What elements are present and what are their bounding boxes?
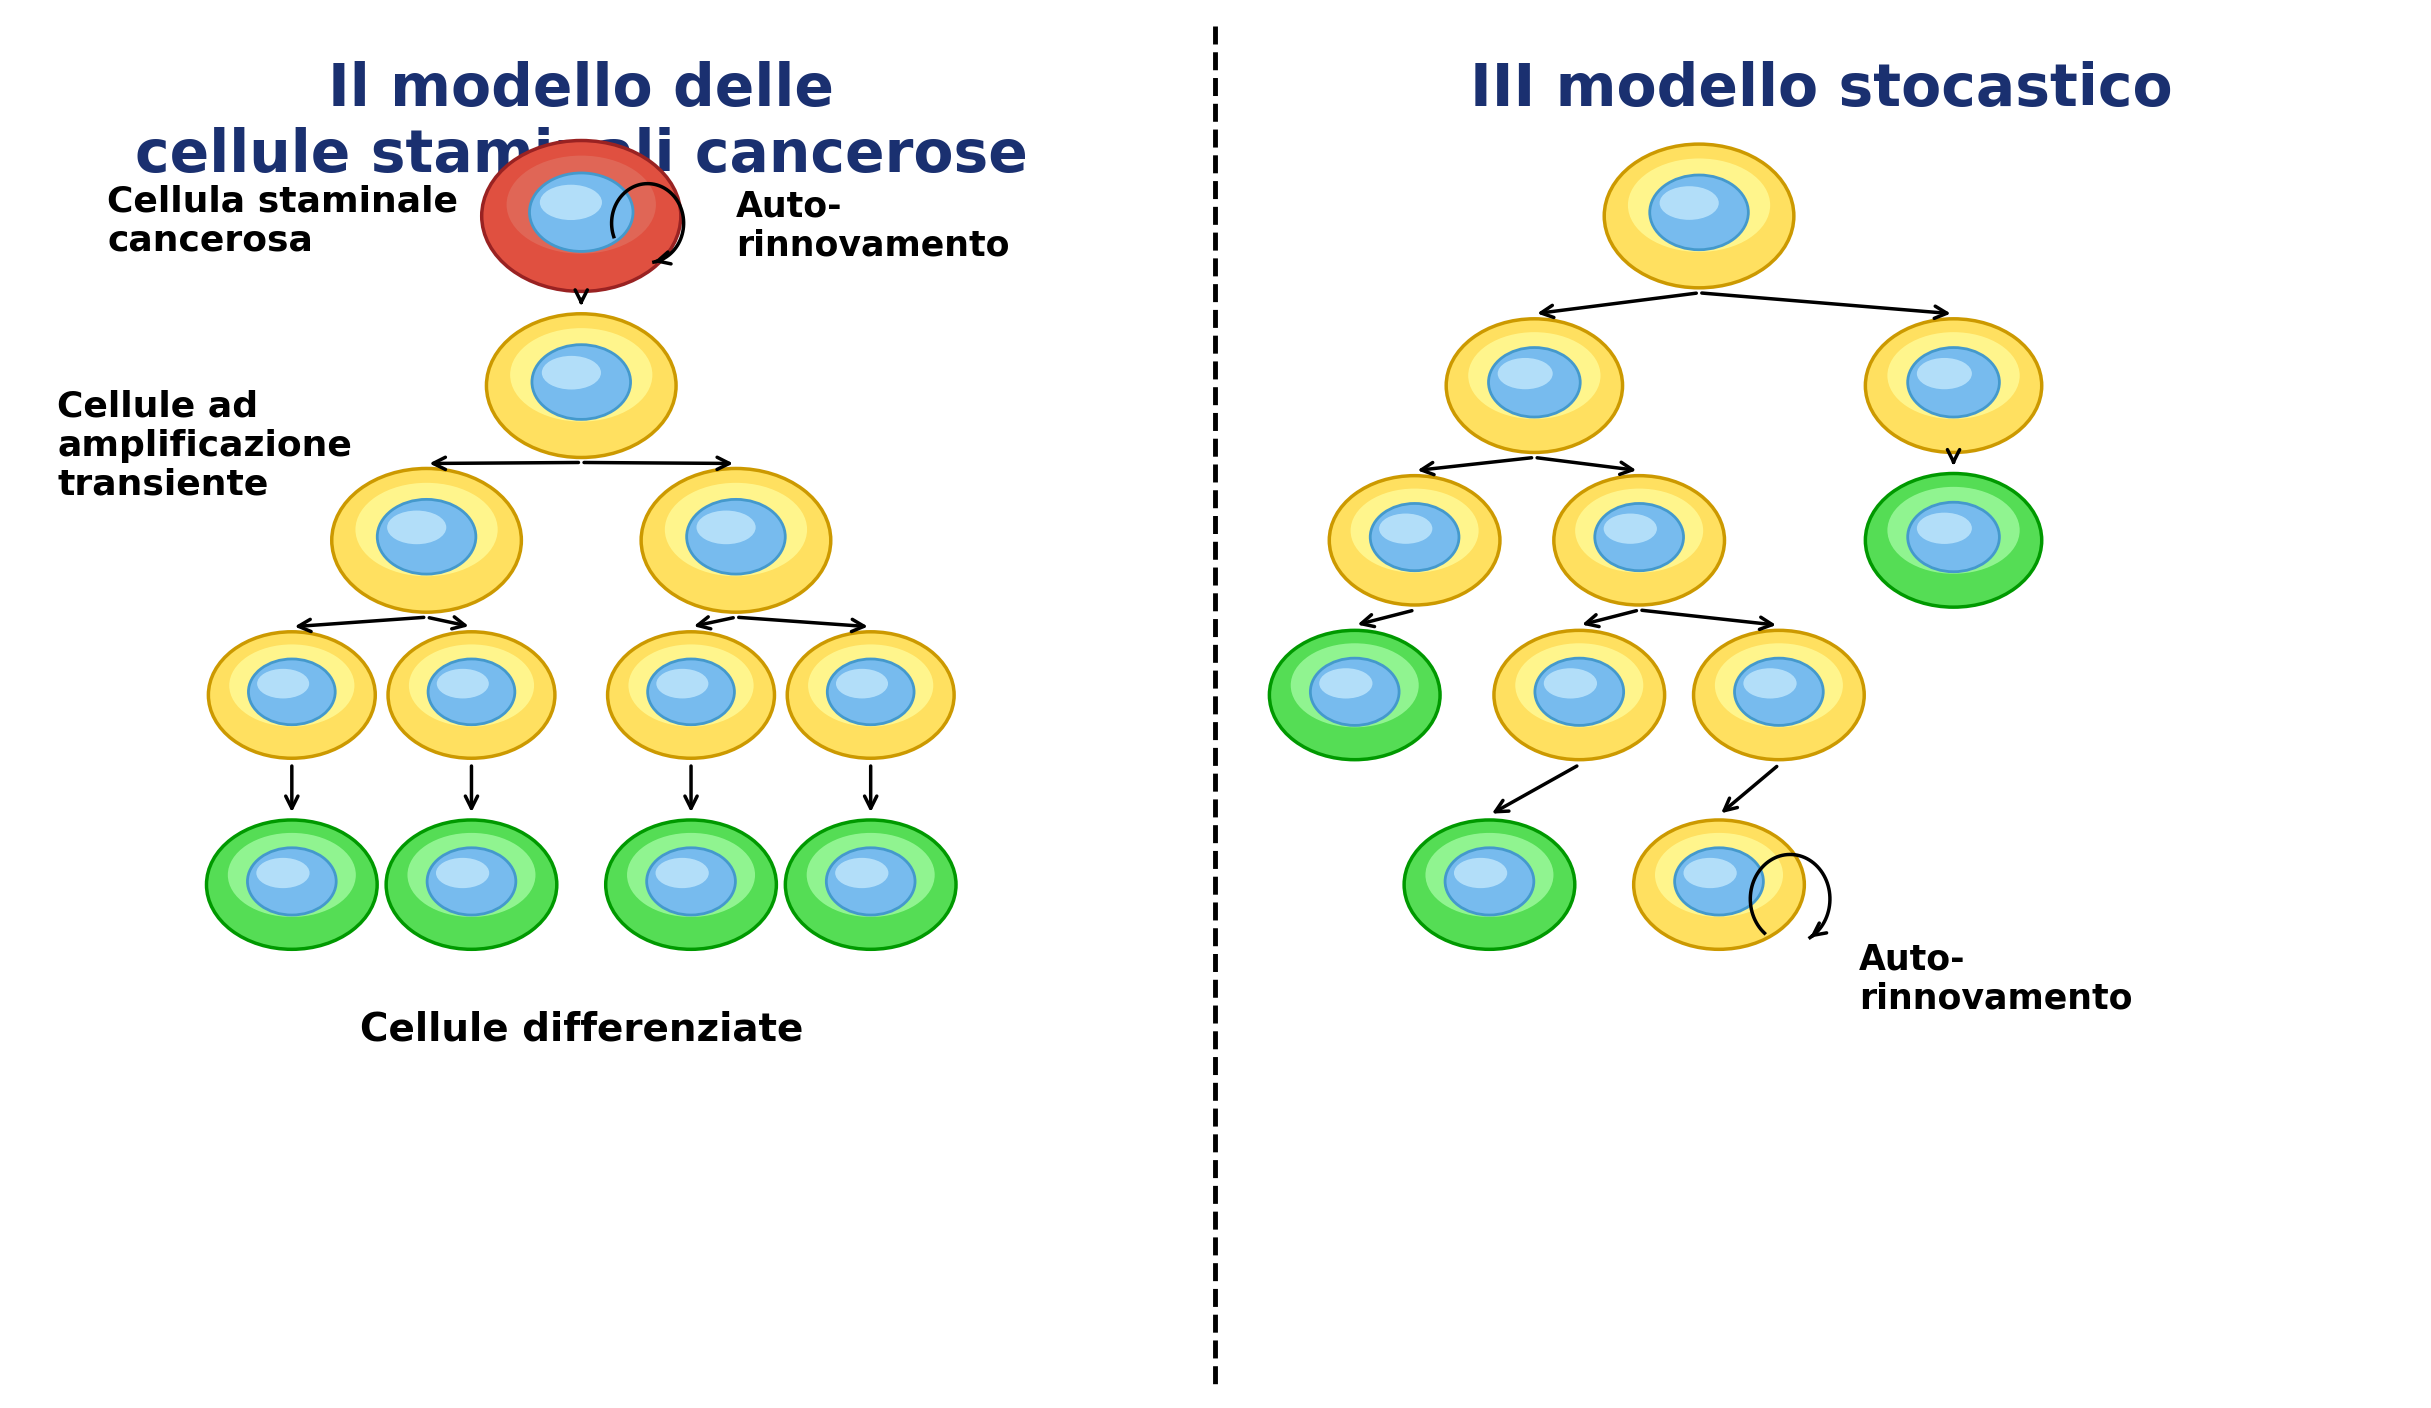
Ellipse shape	[530, 173, 632, 252]
Ellipse shape	[1595, 504, 1685, 570]
Ellipse shape	[1553, 476, 1724, 605]
Ellipse shape	[229, 645, 355, 727]
Ellipse shape	[481, 141, 681, 291]
Ellipse shape	[1497, 358, 1553, 389]
Ellipse shape	[1918, 513, 1972, 543]
Ellipse shape	[1468, 332, 1600, 420]
Ellipse shape	[1865, 473, 2042, 607]
Ellipse shape	[1634, 819, 1804, 949]
Ellipse shape	[540, 184, 603, 220]
Ellipse shape	[1886, 332, 2020, 420]
Ellipse shape	[1330, 476, 1500, 605]
Ellipse shape	[656, 669, 707, 698]
Ellipse shape	[1405, 819, 1575, 949]
Text: Cellule ad
amplificazione
transiente: Cellule ad amplificazione transiente	[58, 389, 352, 501]
Ellipse shape	[664, 483, 807, 576]
Ellipse shape	[255, 857, 309, 888]
Ellipse shape	[1515, 643, 1643, 728]
Ellipse shape	[1685, 857, 1736, 888]
Ellipse shape	[807, 645, 934, 727]
Ellipse shape	[827, 848, 914, 915]
Ellipse shape	[506, 156, 656, 253]
Ellipse shape	[1352, 489, 1478, 573]
Ellipse shape	[355, 483, 498, 576]
Ellipse shape	[532, 345, 630, 420]
Ellipse shape	[1733, 658, 1823, 725]
Ellipse shape	[1660, 186, 1719, 220]
Ellipse shape	[248, 659, 335, 725]
Ellipse shape	[1629, 159, 1770, 252]
Ellipse shape	[248, 848, 335, 915]
Ellipse shape	[1908, 348, 1998, 417]
Ellipse shape	[428, 848, 515, 915]
Ellipse shape	[1310, 658, 1400, 725]
Ellipse shape	[511, 328, 652, 421]
Ellipse shape	[1269, 631, 1439, 760]
Ellipse shape	[1918, 358, 1972, 389]
Ellipse shape	[438, 669, 489, 698]
Ellipse shape	[1714, 643, 1843, 728]
Ellipse shape	[1291, 643, 1420, 728]
Text: Auto-
rinnovamento: Auto- rinnovamento	[737, 189, 1009, 263]
Ellipse shape	[788, 632, 953, 759]
Text: Auto-
rinnovamento: Auto- rinnovamento	[1860, 942, 2132, 1017]
Ellipse shape	[1656, 834, 1782, 917]
Ellipse shape	[656, 857, 710, 888]
Ellipse shape	[1604, 144, 1794, 287]
Ellipse shape	[207, 819, 377, 949]
Ellipse shape	[647, 848, 737, 915]
Ellipse shape	[408, 834, 535, 917]
Ellipse shape	[1446, 318, 1621, 452]
Ellipse shape	[1454, 857, 1507, 888]
Ellipse shape	[1378, 514, 1432, 543]
Ellipse shape	[608, 632, 775, 759]
Ellipse shape	[428, 659, 515, 725]
Ellipse shape	[1865, 318, 2042, 452]
Ellipse shape	[642, 469, 831, 612]
Ellipse shape	[435, 857, 489, 888]
Ellipse shape	[1908, 503, 1998, 572]
Ellipse shape	[1371, 504, 1459, 570]
Ellipse shape	[229, 834, 355, 917]
Ellipse shape	[258, 669, 309, 698]
Ellipse shape	[387, 511, 447, 545]
Text: Cellula staminale
cancerosa: Cellula staminale cancerosa	[107, 184, 457, 258]
Ellipse shape	[627, 834, 756, 917]
Ellipse shape	[686, 500, 785, 574]
Text: Il modello delle
cellule staminali cancerose: Il modello delle cellule staminali cance…	[134, 62, 1028, 184]
Ellipse shape	[209, 632, 374, 759]
Ellipse shape	[647, 659, 734, 725]
Ellipse shape	[387, 819, 557, 949]
Ellipse shape	[377, 500, 476, 574]
Ellipse shape	[1604, 514, 1658, 543]
Ellipse shape	[698, 511, 756, 545]
Ellipse shape	[1425, 834, 1553, 917]
Ellipse shape	[1886, 487, 2020, 573]
Ellipse shape	[1444, 848, 1534, 915]
Ellipse shape	[1488, 348, 1580, 417]
Text: Cellule differenziate: Cellule differenziate	[360, 1011, 802, 1049]
Ellipse shape	[1651, 175, 1748, 249]
Ellipse shape	[605, 819, 775, 949]
Ellipse shape	[1544, 669, 1597, 698]
Ellipse shape	[785, 819, 955, 949]
Ellipse shape	[807, 834, 934, 917]
Ellipse shape	[827, 659, 914, 725]
Ellipse shape	[1320, 669, 1374, 698]
Ellipse shape	[1675, 848, 1762, 915]
Ellipse shape	[836, 669, 887, 698]
Ellipse shape	[630, 645, 754, 727]
Ellipse shape	[836, 857, 887, 888]
Ellipse shape	[389, 632, 554, 759]
Ellipse shape	[408, 645, 535, 727]
Ellipse shape	[486, 314, 676, 458]
Ellipse shape	[1575, 489, 1704, 573]
Ellipse shape	[542, 356, 600, 390]
Ellipse shape	[1694, 631, 1865, 760]
Ellipse shape	[1534, 658, 1624, 725]
Ellipse shape	[1743, 669, 1797, 698]
Ellipse shape	[331, 469, 520, 612]
Ellipse shape	[1495, 631, 1665, 760]
Text: III modello stocastico: III modello stocastico	[1471, 62, 2173, 118]
